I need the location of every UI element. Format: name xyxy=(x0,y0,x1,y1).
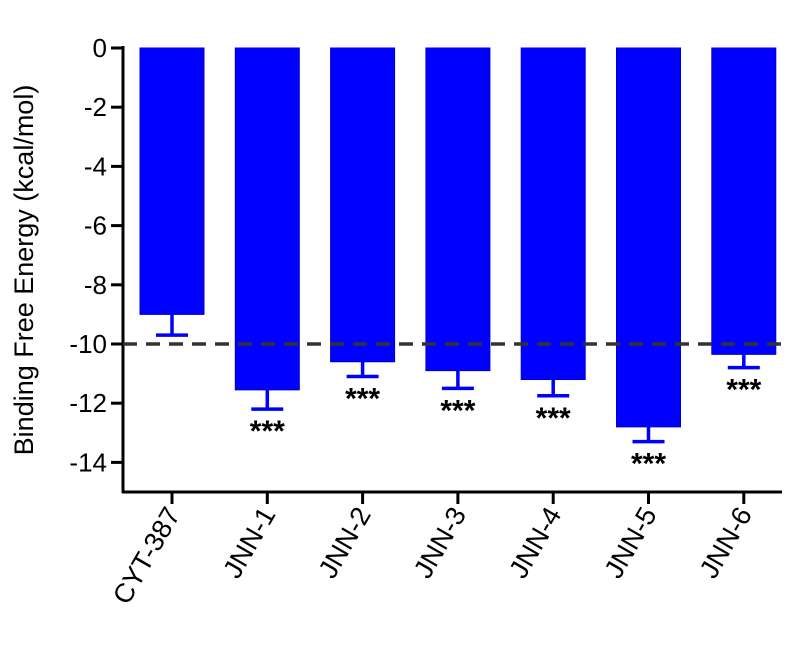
x-tick-label: JNN-3 xyxy=(408,502,472,583)
x-tick-label: JNN-1 xyxy=(217,502,281,583)
significance-marker: *** xyxy=(536,402,571,435)
y-tick-label: -4 xyxy=(84,151,107,181)
bar-cyt-387 xyxy=(139,47,205,315)
significance-marker: *** xyxy=(631,448,666,481)
significance-marker: *** xyxy=(726,374,761,407)
bar-jnn-5 xyxy=(616,47,681,428)
x-tick-label: JNN-2 xyxy=(313,502,377,583)
x-tick-label: JNN-5 xyxy=(598,502,662,583)
x-tick-label: CYT-387 xyxy=(107,502,186,609)
significance-marker: *** xyxy=(440,394,475,427)
y-tick-label: -14 xyxy=(69,447,107,477)
x-tick-label: JNN-4 xyxy=(503,502,567,583)
significance-marker: *** xyxy=(250,415,285,448)
y-tick-label: -2 xyxy=(84,92,107,122)
y-tick-label: -8 xyxy=(84,270,107,300)
x-axis: CYT-387 JNN-1 JNN-2 JNN-3 JNN-4 JNN-5 JNN-6 xyxy=(107,490,782,609)
significance-marker: *** xyxy=(345,383,380,416)
bar-jnn-1 xyxy=(234,47,300,391)
x-tick-label: JNN-6 xyxy=(694,502,758,583)
y-tick-label: -10 xyxy=(69,329,107,359)
y-tick-label: -12 xyxy=(69,388,107,418)
bar-jnn-6 xyxy=(711,47,777,355)
bar-jnn-3 xyxy=(425,47,491,372)
y-axis-title: Binding Free Energy (kcal/mol) xyxy=(9,85,39,456)
y-axis: 0 -2 -4 -6 -8 -10 -12 -14 xyxy=(69,33,125,493)
y-tick-label: 0 xyxy=(93,33,107,63)
bar-jnn-2 xyxy=(330,47,396,363)
y-tick-label: -6 xyxy=(84,211,107,241)
bar-jnn-4 xyxy=(520,47,586,381)
bars: *** *** *** *** *** *** xyxy=(139,47,777,481)
